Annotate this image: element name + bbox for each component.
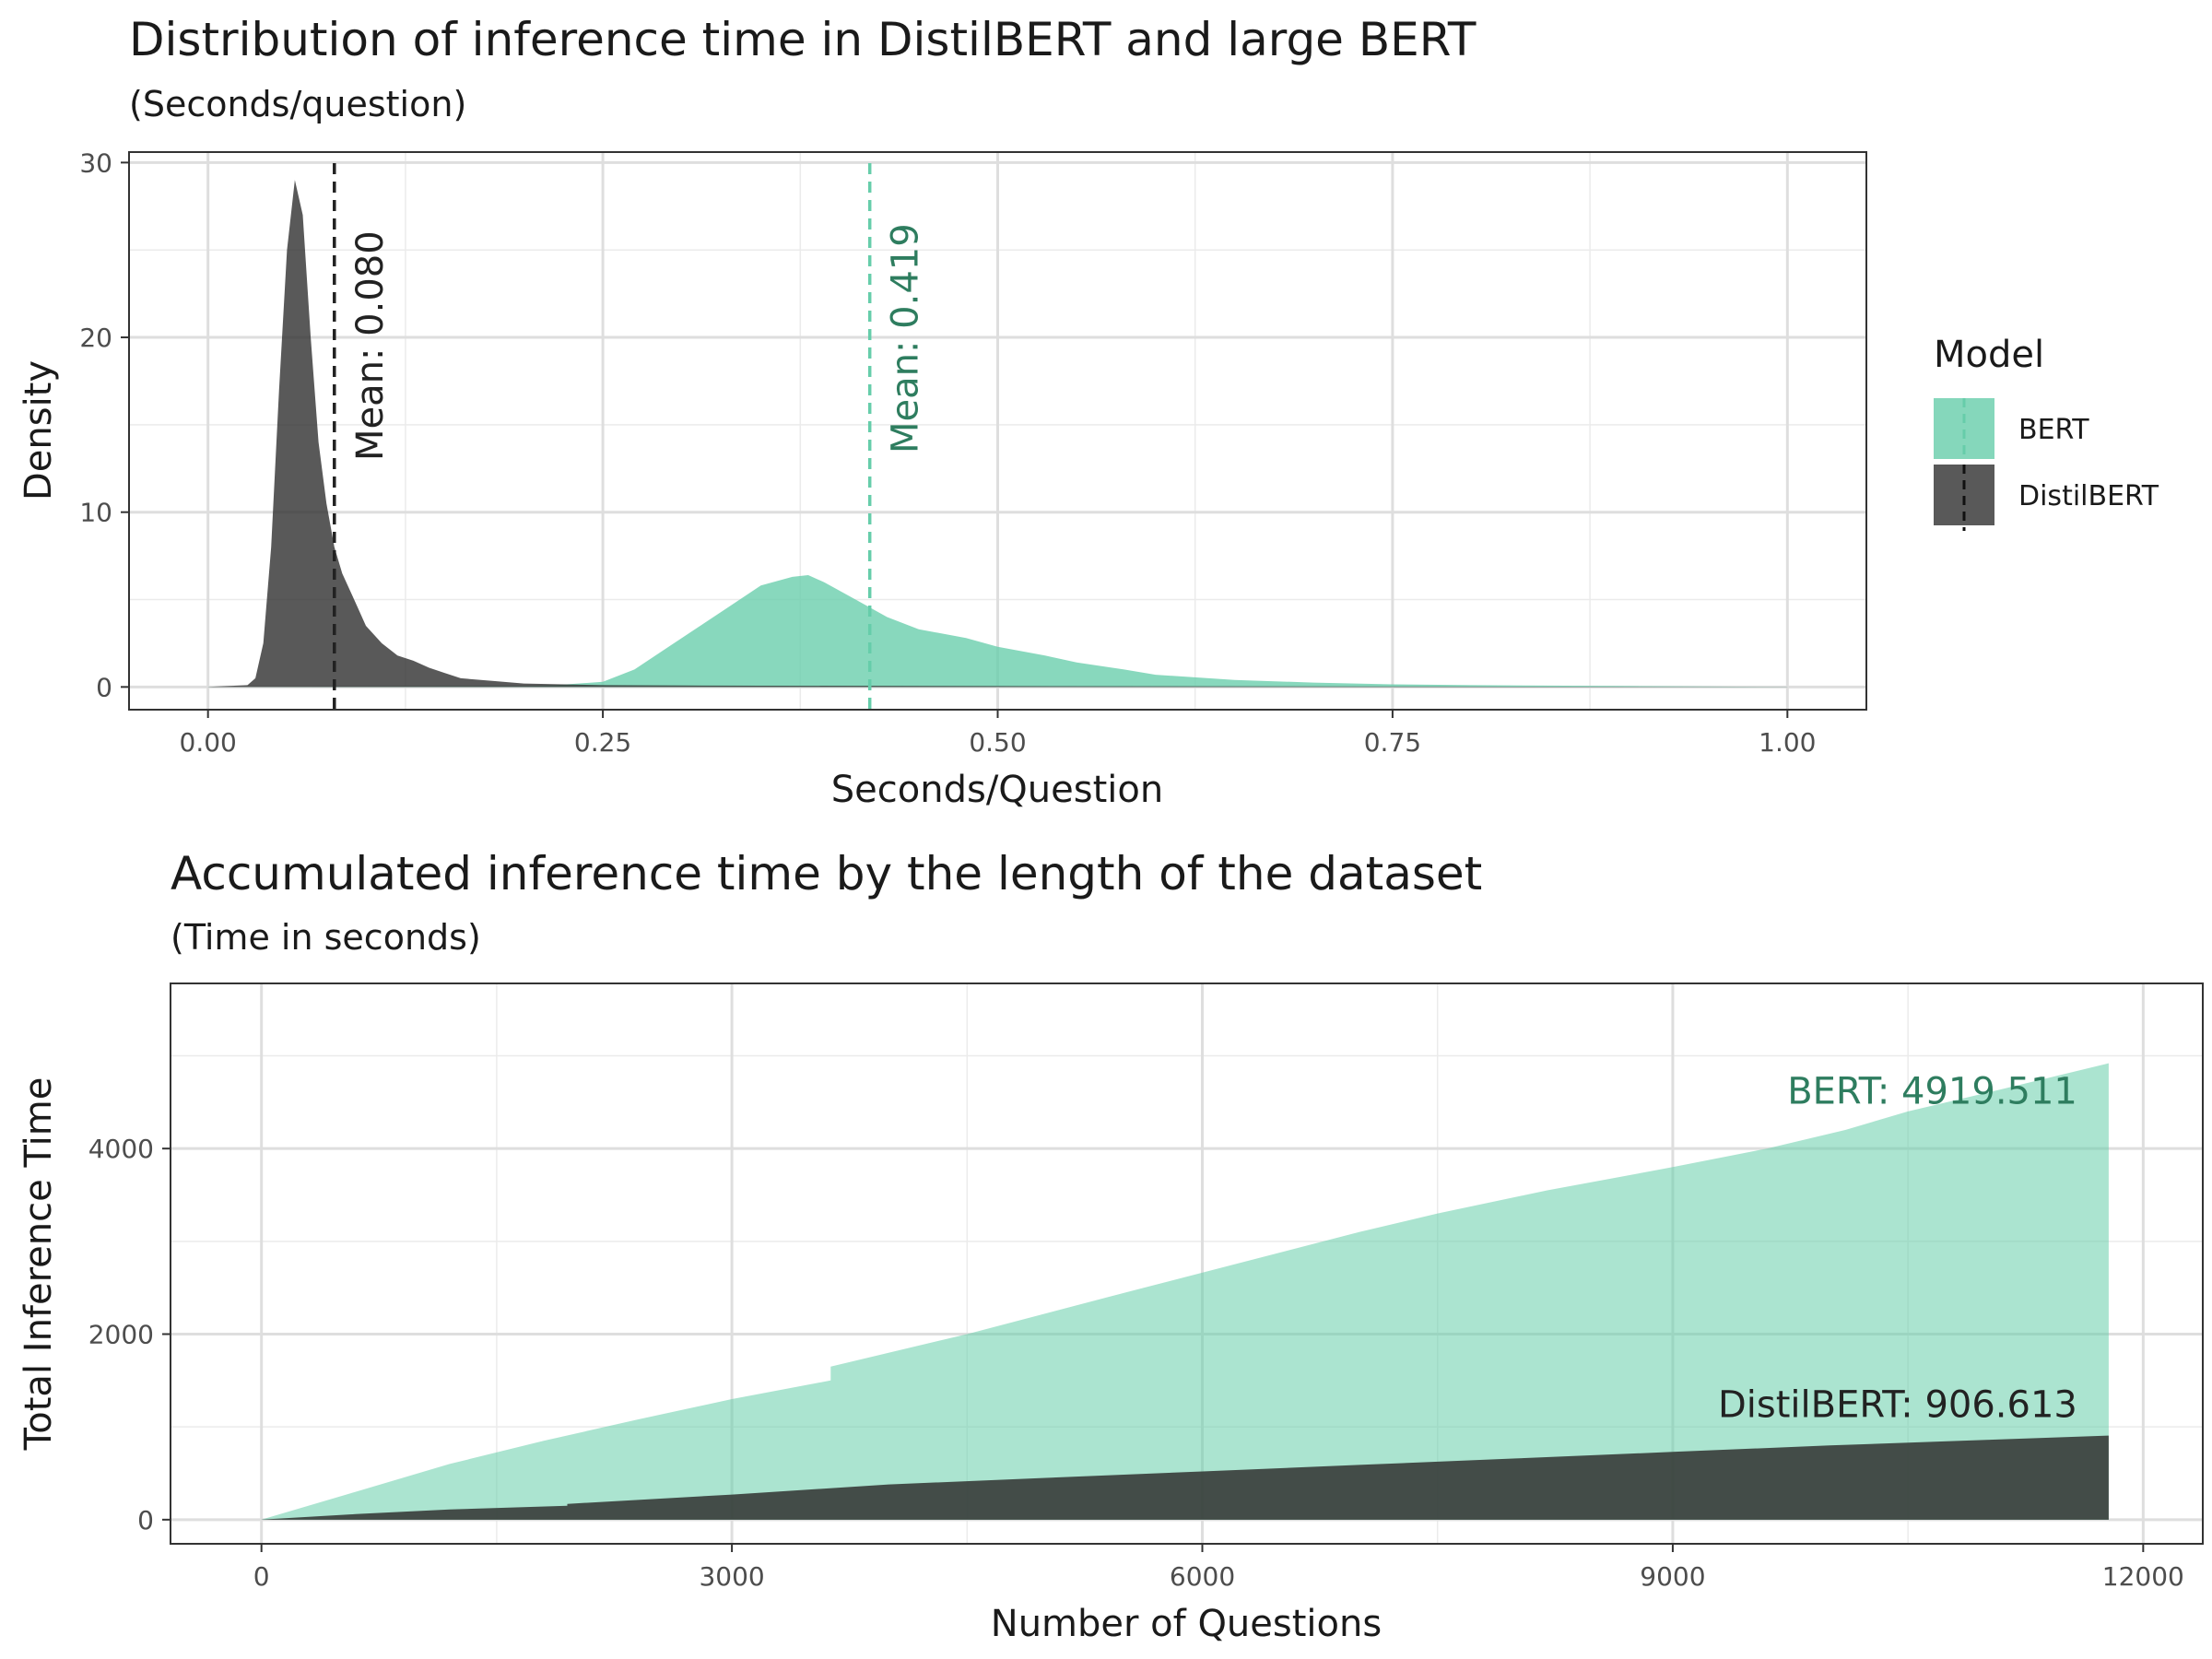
accumulated-panel: Accumulated inference time by the length… xyxy=(18,847,2204,1645)
total-label-distilbert: DistilBERT: 906.613 xyxy=(1718,1384,2077,1427)
y-tick-label: 10 xyxy=(79,498,112,528)
y-tick-label: 4000 xyxy=(88,1134,154,1164)
x-tick-label: 0.75 xyxy=(1364,727,1421,758)
y-tick-label: 20 xyxy=(79,323,112,353)
y-tick-label: 30 xyxy=(79,147,112,178)
x-tick-label: 0.25 xyxy=(574,727,631,758)
legend-label-distilbert: DistilBERT xyxy=(2018,480,2159,512)
legend-title: Model xyxy=(1934,334,2044,376)
accumulated-area-bert xyxy=(261,1063,2109,1520)
density-chart-title: Distribution of inference time in Distil… xyxy=(129,13,1477,66)
density-panel: Distribution of inference time in Distil… xyxy=(18,13,1867,811)
density-area-bert xyxy=(207,575,1788,688)
y-tick-label: 2000 xyxy=(88,1320,154,1350)
x-tick-label: 3000 xyxy=(699,1561,764,1592)
mean-label-bert: Mean: 0.419 xyxy=(885,223,927,453)
y-tick-label: 0 xyxy=(137,1505,154,1535)
accumulated-areas: BERT: 4919.511 DistilBERT: 906.613 xyxy=(261,1063,2109,1520)
legend-label-bert: BERT xyxy=(2018,414,2089,446)
density-x-axis-title: Seconds/Question xyxy=(831,769,1163,811)
y-tick-label: 0 xyxy=(96,672,112,702)
x-tick-label: 0.00 xyxy=(180,727,237,758)
accumulated-chart-title: Accumulated inference time by the length… xyxy=(171,847,1482,900)
x-tick-label: 1.00 xyxy=(1759,727,1816,758)
legend-item-distilbert: DistilBERT xyxy=(1934,465,2159,531)
accumulated-y-axis-title: Total Inference Time xyxy=(18,1077,60,1452)
legend: Model BERT DistilBERT xyxy=(1934,334,2159,531)
mean-label-distilbert: Mean: 0.080 xyxy=(349,230,392,461)
density-y-ticks: 0 10 20 30 xyxy=(79,147,129,702)
accumulated-x-axis-title: Number of Questions xyxy=(991,1603,1382,1645)
x-tick-label: 0 xyxy=(253,1561,270,1592)
x-tick-label: 6000 xyxy=(1170,1561,1235,1592)
total-label-bert: BERT: 4919.511 xyxy=(1787,1071,2077,1113)
density-chart-subtitle: (Seconds/question) xyxy=(129,84,466,124)
accumulated-area-distilbert xyxy=(261,1435,2109,1520)
accumulated-y-ticks: 0 2000 4000 xyxy=(88,1134,171,1535)
accumulated-panel-border xyxy=(170,982,2204,1545)
density-y-axis-title: Density xyxy=(18,360,60,500)
accumulated-x-ticks: 0 3000 6000 9000 12000 xyxy=(253,1544,2184,1592)
density-area-distilbert xyxy=(207,180,1788,688)
density-mean-lines: Mean: 0.080 Mean: 0.419 xyxy=(333,163,927,710)
x-tick-label: 12000 xyxy=(2102,1561,2184,1592)
x-tick-label: 9000 xyxy=(1640,1561,1705,1592)
x-tick-label: 0.50 xyxy=(969,727,1026,758)
legend-item-bert: BERT xyxy=(1934,398,2089,459)
density-x-ticks: 0.00 0.25 0.50 0.75 1.00 xyxy=(180,710,1816,758)
accumulated-chart-subtitle: (Time in seconds) xyxy=(171,917,481,958)
density-areas xyxy=(207,180,1788,688)
